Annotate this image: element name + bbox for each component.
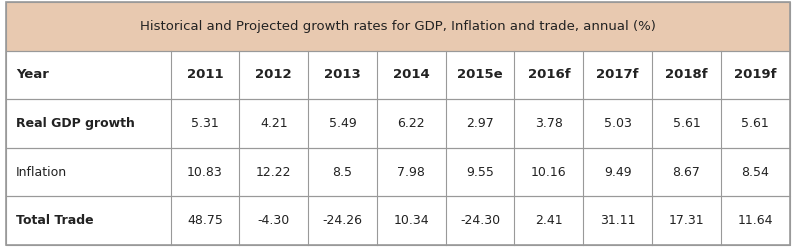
Text: 2013: 2013 [324, 68, 361, 82]
Text: 2012: 2012 [256, 68, 292, 82]
Text: 8.54: 8.54 [741, 165, 769, 179]
Bar [6, 196, 790, 245]
Text: 2016f: 2016f [528, 68, 570, 82]
Text: 48.75: 48.75 [187, 214, 223, 227]
Bar [6, 2, 790, 51]
Text: Inflation: Inflation [16, 165, 67, 179]
Text: 9.55: 9.55 [466, 165, 494, 179]
Text: -24.30: -24.30 [460, 214, 500, 227]
Text: 9.49: 9.49 [604, 165, 631, 179]
Text: 5.61: 5.61 [673, 117, 700, 130]
Bar [6, 51, 790, 99]
Text: 8.67: 8.67 [673, 165, 700, 179]
Text: 3.78: 3.78 [535, 117, 563, 130]
Text: 2017f: 2017f [596, 68, 639, 82]
Text: 2014: 2014 [393, 68, 430, 82]
Text: 11.64: 11.64 [737, 214, 773, 227]
Bar [6, 99, 790, 148]
Text: 5.31: 5.31 [191, 117, 219, 130]
Text: 10.16: 10.16 [531, 165, 567, 179]
Text: 4.21: 4.21 [260, 117, 287, 130]
Text: 2015e: 2015e [457, 68, 503, 82]
Bar [6, 2, 790, 51]
Text: 6.22: 6.22 [397, 117, 425, 130]
Text: 17.31: 17.31 [669, 214, 704, 227]
Text: 2018f: 2018f [665, 68, 708, 82]
Text: 31.11: 31.11 [600, 214, 635, 227]
Text: 5.49: 5.49 [329, 117, 357, 130]
Bar [6, 51, 790, 99]
Text: Real GDP growth: Real GDP growth [16, 117, 135, 130]
Text: 7.98: 7.98 [397, 165, 425, 179]
Text: -4.30: -4.30 [258, 214, 290, 227]
Bar [6, 99, 790, 148]
Text: 2011: 2011 [186, 68, 223, 82]
Text: 2.97: 2.97 [466, 117, 494, 130]
Text: 5.61: 5.61 [741, 117, 769, 130]
Text: 8.5: 8.5 [333, 165, 353, 179]
Text: -24.26: -24.26 [322, 214, 362, 227]
Text: 10.34: 10.34 [393, 214, 429, 227]
Text: 5.03: 5.03 [603, 117, 631, 130]
Bar [6, 148, 790, 196]
Text: Year: Year [16, 68, 49, 82]
Text: 2019f: 2019f [734, 68, 776, 82]
Bar [6, 196, 790, 245]
Text: Total Trade: Total Trade [16, 214, 94, 227]
Text: 2.41: 2.41 [535, 214, 563, 227]
Text: 12.22: 12.22 [256, 165, 291, 179]
Text: 10.83: 10.83 [187, 165, 223, 179]
Bar [6, 148, 790, 196]
Text: Historical and Projected growth rates for GDP, Inflation and trade, annual (%): Historical and Projected growth rates fo… [140, 20, 656, 33]
